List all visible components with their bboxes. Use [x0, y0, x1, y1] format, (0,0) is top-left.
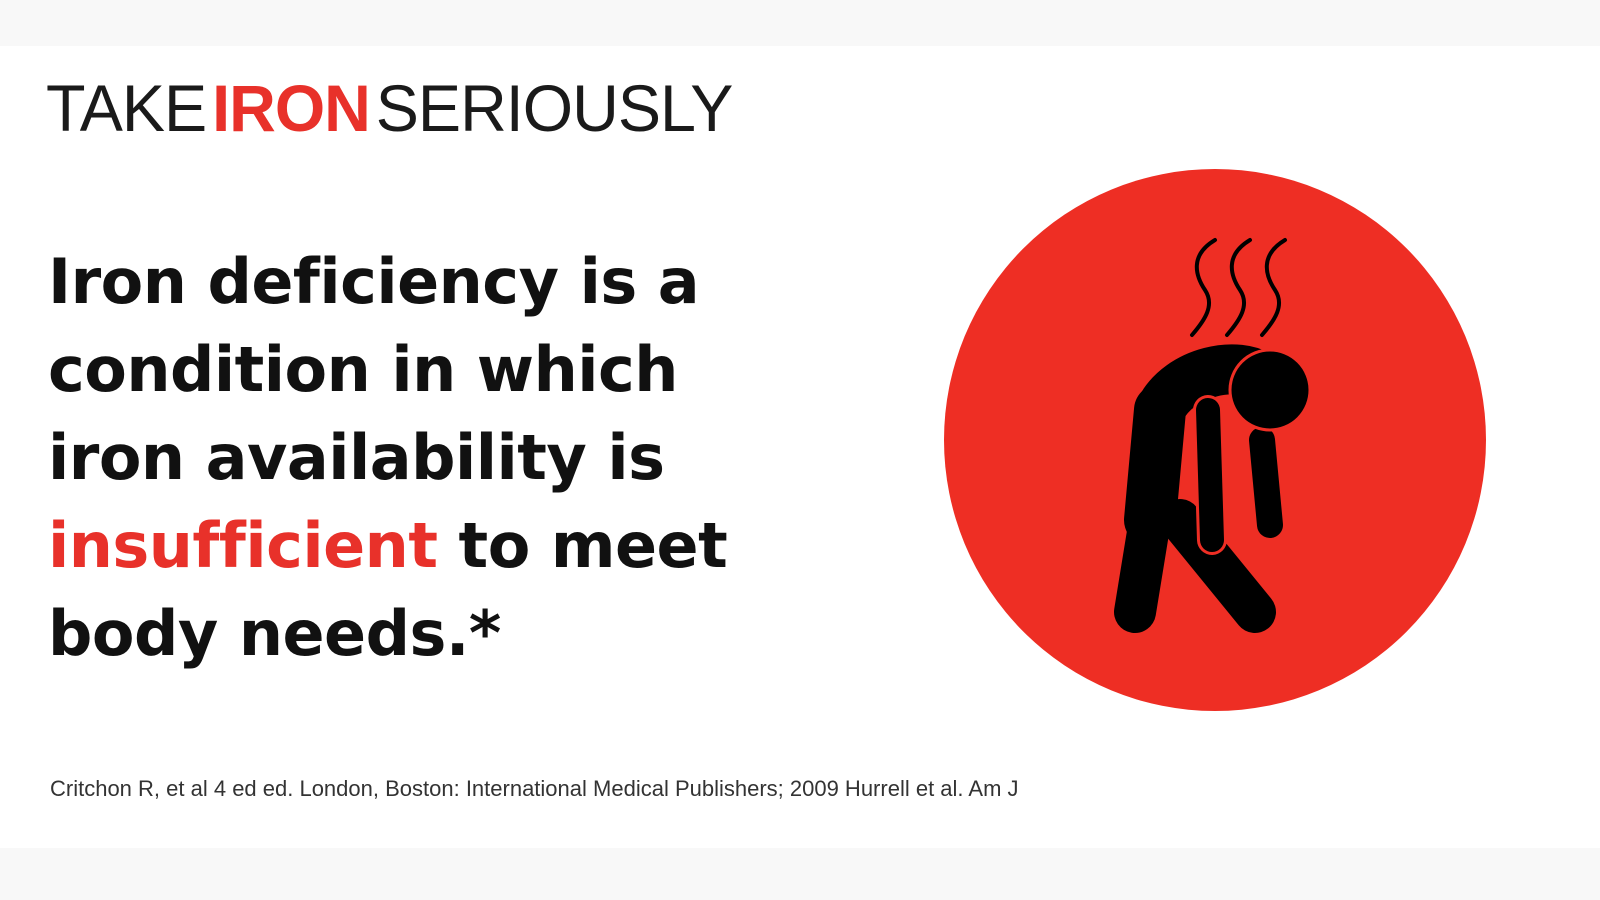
brand-logo: TAKEIRONSERIOUSLY — [46, 70, 734, 146]
headline-line: iron availability is — [48, 421, 665, 494]
citation: Critchon R, et al 4 ed ed. London, Bosto… — [50, 776, 1019, 801]
headline-text: to meet — [437, 509, 728, 582]
heat-waves-icon — [1190, 238, 1287, 337]
headline-line: body needs.* — [48, 597, 501, 670]
headline-line: condition in which — [48, 333, 678, 406]
person-head — [1228, 348, 1312, 432]
headline-line: Iron deficiency is a — [48, 245, 700, 318]
headline-highlight: insufficient — [48, 509, 438, 582]
brand-seriously: SERIOUSLY — [375, 71, 734, 145]
brand-take: TAKE — [46, 71, 207, 145]
brand-iron: IRON — [212, 71, 371, 145]
person-figure — [1114, 344, 1287, 633]
headline: Iron deficiency is a condition in which … — [48, 238, 728, 678]
headline-line: insufficient to meet — [48, 502, 728, 590]
